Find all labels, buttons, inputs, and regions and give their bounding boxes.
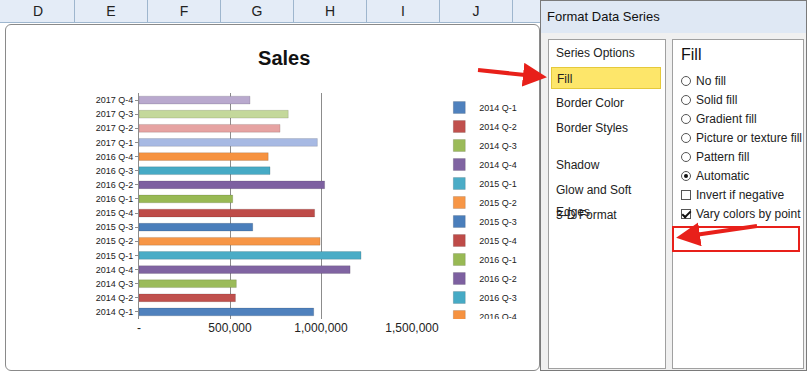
svg-text:2016 Q-4: 2016 Q-4 xyxy=(479,312,517,319)
html-text:H: H xyxy=(324,3,336,19)
svg-text:2016 Q-3: 2016 Q-3 xyxy=(479,293,517,303)
svg-text:2017 Q-2: 2017 Q-2 xyxy=(96,123,134,133)
svg-text:2015 Q-3: 2015 Q-3 xyxy=(479,217,517,227)
html-text:Pattern fill: Pattern fill xyxy=(696,150,750,164)
html-text:Border Color: Border Color xyxy=(556,96,624,110)
svg-text:-: - xyxy=(137,321,141,335)
svg-text:2015 Q-4: 2015 Q-4 xyxy=(479,236,517,246)
svg-text:2016 Q-2: 2016 Q-2 xyxy=(479,274,517,284)
svg-text:1,500,000: 1,500,000 xyxy=(385,321,439,335)
svg-text:2015 Q-2: 2015 Q-2 xyxy=(479,198,517,208)
html-text:G: G xyxy=(251,3,263,19)
svg-text:2016 Q-4: 2016 Q-4 xyxy=(96,152,134,162)
html-text:Gradient fill: Gradient fill xyxy=(696,112,757,126)
svg-text:2015 Q-3: 2015 Q-3 xyxy=(96,222,134,232)
svg-text:2016 Q-1: 2016 Q-1 xyxy=(96,194,134,204)
html-text:Fill: Fill xyxy=(681,46,702,63)
svg-text:2015 Q-4: 2015 Q-4 xyxy=(96,208,134,218)
html-text:Shadow: Shadow xyxy=(556,158,600,172)
html-text:Series Options: Series Options xyxy=(556,46,635,60)
svg-text:2014 Q-3: 2014 Q-3 xyxy=(96,279,134,289)
html-text:Solid fill: Solid fill xyxy=(696,93,738,107)
svg-text:2015 Q-1: 2015 Q-1 xyxy=(96,251,134,261)
html-text:3-D Format: 3-D Format xyxy=(556,208,617,222)
html-text:Vary colors by point: Vary colors by point xyxy=(696,207,801,221)
svg-text:2017 Q-4: 2017 Q-4 xyxy=(96,95,134,105)
svg-text:2014 Q-3: 2014 Q-3 xyxy=(479,141,517,151)
svg-text:2014 Q-2: 2014 Q-2 xyxy=(479,122,517,132)
svg-text:2017 Q-3: 2017 Q-3 xyxy=(96,109,134,119)
svg-text:2014 Q-1: 2014 Q-1 xyxy=(96,307,134,317)
svg-text:2014 Q-4: 2014 Q-4 xyxy=(479,160,517,170)
html-text:D: D xyxy=(32,3,44,19)
svg-text:2014 Q-4: 2014 Q-4 xyxy=(96,265,134,275)
html-text:E: E xyxy=(106,3,116,19)
html-text:F: F xyxy=(179,3,189,19)
html-text:Fill: Fill xyxy=(557,72,573,86)
svg-text:2015 Q-1: 2015 Q-1 xyxy=(479,179,517,189)
html-text:Picture or texture fill: Picture or texture fill xyxy=(696,131,802,145)
html-text:I: I xyxy=(401,3,405,19)
html-text:J: J xyxy=(472,3,480,19)
html-text:No fill: No fill xyxy=(696,74,726,88)
html-text:Automatic: Automatic xyxy=(696,169,750,183)
svg-text:2016 Q-3: 2016 Q-3 xyxy=(96,166,134,176)
html-text:Glow and Soft Edges: Glow and Soft Edges xyxy=(556,183,632,219)
html-text:Border Styles: Border Styles xyxy=(556,121,628,135)
svg-text:Sales: Sales xyxy=(258,47,310,69)
svg-text:500,000: 500,000 xyxy=(208,321,252,335)
svg-text:2015 Q-2: 2015 Q-2 xyxy=(96,236,134,246)
svg-text:2014 Q-1: 2014 Q-1 xyxy=(479,103,517,113)
svg-text:2017 Q-1: 2017 Q-1 xyxy=(96,138,134,148)
svg-text:1,000,000: 1,000,000 xyxy=(294,321,348,335)
svg-text:2014 Q-2: 2014 Q-2 xyxy=(96,293,134,303)
html-text:Format Data Series: Format Data Series xyxy=(547,9,660,24)
svg-text:2016 Q-1: 2016 Q-1 xyxy=(479,255,517,265)
html-text:Invert if negative: Invert if negative xyxy=(696,188,785,202)
svg-text:2016 Q-2: 2016 Q-2 xyxy=(96,180,134,190)
